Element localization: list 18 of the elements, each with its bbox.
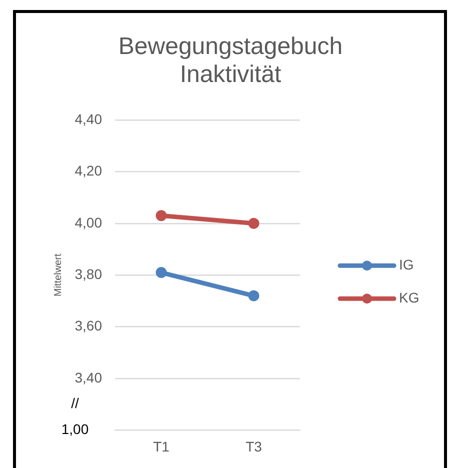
y-tick-label: 4,40 — [74, 110, 102, 127]
y-tick-label: 3,60 — [74, 318, 102, 334]
chart-title: Bewegungstagebuch Inaktivität — [118, 33, 343, 88]
point — [248, 290, 260, 302]
x-tick-label: T1 — [153, 438, 170, 454]
y-tick-label: 4,20 — [74, 162, 102, 179]
y-tick-label: 4,00 — [74, 214, 102, 230]
point — [156, 267, 167, 278]
y-tick-label: 3,40 — [74, 369, 102, 386]
text: // — [71, 395, 79, 412]
text: 1,00 — [61, 421, 89, 438]
point — [248, 218, 260, 229]
y-tick-label: 3,80 — [74, 266, 102, 282]
point — [156, 210, 167, 222]
legend-label: IG — [399, 256, 414, 272]
y-axis-title: Mittelwert — [52, 253, 64, 296]
x-tick-label: T3 — [246, 438, 262, 454]
legend-label: KG — [399, 289, 420, 306]
